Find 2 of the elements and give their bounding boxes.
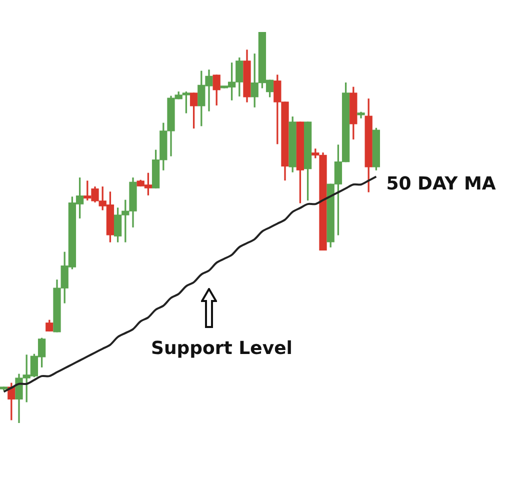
annotation: Support Level — [151, 338, 292, 359]
series-label: 50 DAY MA — [386, 173, 496, 194]
